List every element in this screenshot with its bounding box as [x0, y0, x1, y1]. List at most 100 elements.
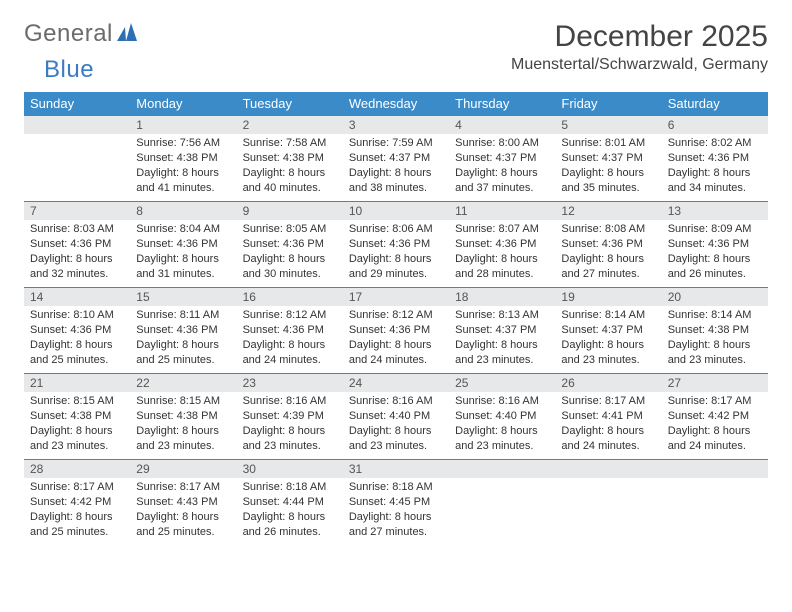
- calendar-row: 14Sunrise: 8:10 AMSunset: 4:36 PMDayligh…: [24, 287, 768, 373]
- day-details: Sunrise: 7:56 AMSunset: 4:38 PMDaylight:…: [130, 134, 236, 199]
- day-number: 23: [237, 373, 343, 392]
- day-details: Sunrise: 7:58 AMSunset: 4:38 PMDaylight:…: [237, 134, 343, 199]
- day-number: 25: [449, 373, 555, 392]
- day-number: 31: [343, 459, 449, 478]
- logo-text-general: General: [24, 20, 113, 48]
- day-number: 7: [24, 201, 130, 220]
- calendar-body: 1Sunrise: 7:56 AMSunset: 4:38 PMDaylight…: [24, 115, 768, 545]
- calendar-cell: 27Sunrise: 8:17 AMSunset: 4:42 PMDayligh…: [662, 373, 768, 459]
- calendar-table: SundayMondayTuesdayWednesdayThursdayFrid…: [24, 92, 768, 545]
- calendar-cell: 26Sunrise: 8:17 AMSunset: 4:41 PMDayligh…: [555, 373, 661, 459]
- day-number: 4: [449, 115, 555, 134]
- day-details: Sunrise: 8:14 AMSunset: 4:37 PMDaylight:…: [555, 306, 661, 371]
- day-details: Sunrise: 8:11 AMSunset: 4:36 PMDaylight:…: [130, 306, 236, 371]
- day-number: 9: [237, 201, 343, 220]
- logo-icon: [117, 20, 139, 48]
- day-number: 8: [130, 201, 236, 220]
- day-number: 22: [130, 373, 236, 392]
- day-number: 14: [24, 287, 130, 306]
- calendar-cell: 22Sunrise: 8:15 AMSunset: 4:38 PMDayligh…: [130, 373, 236, 459]
- day-details: Sunrise: 8:17 AMSunset: 4:41 PMDaylight:…: [555, 392, 661, 457]
- logo: General: [24, 20, 141, 48]
- day-number: 29: [130, 459, 236, 478]
- day-number: 3: [343, 115, 449, 134]
- calendar-row: 1Sunrise: 7:56 AMSunset: 4:38 PMDaylight…: [24, 115, 768, 201]
- calendar-cell: 13Sunrise: 8:09 AMSunset: 4:36 PMDayligh…: [662, 201, 768, 287]
- day-details: Sunrise: 8:12 AMSunset: 4:36 PMDaylight:…: [343, 306, 449, 371]
- calendar-cell: 3Sunrise: 7:59 AMSunset: 4:37 PMDaylight…: [343, 115, 449, 201]
- day-details: Sunrise: 8:05 AMSunset: 4:36 PMDaylight:…: [237, 220, 343, 285]
- location-text: Muenstertal/Schwarzwald, Germany: [511, 56, 768, 74]
- day-details: Sunrise: 8:16 AMSunset: 4:40 PMDaylight:…: [343, 392, 449, 457]
- day-number: 11: [449, 201, 555, 220]
- calendar-row: 21Sunrise: 8:15 AMSunset: 4:38 PMDayligh…: [24, 373, 768, 459]
- day-details: Sunrise: 8:00 AMSunset: 4:37 PMDaylight:…: [449, 134, 555, 199]
- day-details: Sunrise: 8:03 AMSunset: 4:36 PMDaylight:…: [24, 220, 130, 285]
- weekday-header: Sunday: [24, 92, 130, 115]
- day-number-empty: [449, 459, 555, 478]
- day-details: Sunrise: 8:08 AMSunset: 4:36 PMDaylight:…: [555, 220, 661, 285]
- day-number-empty: [555, 459, 661, 478]
- title-block: December 2025 Muenstertal/Schwarzwald, G…: [511, 20, 768, 74]
- day-number: 13: [662, 201, 768, 220]
- calendar-row: 7Sunrise: 8:03 AMSunset: 4:36 PMDaylight…: [24, 201, 768, 287]
- calendar-cell: 28Sunrise: 8:17 AMSunset: 4:42 PMDayligh…: [24, 459, 130, 545]
- day-details: Sunrise: 8:17 AMSunset: 4:42 PMDaylight:…: [662, 392, 768, 457]
- day-number: 6: [662, 115, 768, 134]
- day-number: 26: [555, 373, 661, 392]
- weekday-header: Wednesday: [343, 92, 449, 115]
- day-number: 5: [555, 115, 661, 134]
- day-number: 30: [237, 459, 343, 478]
- day-number-empty: [662, 459, 768, 478]
- weekday-header: Monday: [130, 92, 236, 115]
- calendar-cell: 8Sunrise: 8:04 AMSunset: 4:36 PMDaylight…: [130, 201, 236, 287]
- calendar-cell: 7Sunrise: 8:03 AMSunset: 4:36 PMDaylight…: [24, 201, 130, 287]
- calendar-cell: 30Sunrise: 8:18 AMSunset: 4:44 PMDayligh…: [237, 459, 343, 545]
- logo-text-blue: Blue: [44, 56, 94, 84]
- day-details: Sunrise: 8:02 AMSunset: 4:36 PMDaylight:…: [662, 134, 768, 199]
- calendar-cell: 10Sunrise: 8:06 AMSunset: 4:36 PMDayligh…: [343, 201, 449, 287]
- day-details: Sunrise: 8:04 AMSunset: 4:36 PMDaylight:…: [130, 220, 236, 285]
- calendar-cell: 6Sunrise: 8:02 AMSunset: 4:36 PMDaylight…: [662, 115, 768, 201]
- calendar-cell: 9Sunrise: 8:05 AMSunset: 4:36 PMDaylight…: [237, 201, 343, 287]
- month-title: December 2025: [511, 20, 768, 54]
- day-number: 20: [662, 287, 768, 306]
- day-details: Sunrise: 8:17 AMSunset: 4:43 PMDaylight:…: [130, 478, 236, 543]
- day-details: Sunrise: 8:13 AMSunset: 4:37 PMDaylight:…: [449, 306, 555, 371]
- day-number: 18: [449, 287, 555, 306]
- calendar-cell: [449, 459, 555, 545]
- calendar-cell: 2Sunrise: 7:58 AMSunset: 4:38 PMDaylight…: [237, 115, 343, 201]
- calendar-cell: 15Sunrise: 8:11 AMSunset: 4:36 PMDayligh…: [130, 287, 236, 373]
- calendar-cell: 20Sunrise: 8:14 AMSunset: 4:38 PMDayligh…: [662, 287, 768, 373]
- weekday-header: Friday: [555, 92, 661, 115]
- day-details: Sunrise: 8:01 AMSunset: 4:37 PMDaylight:…: [555, 134, 661, 199]
- calendar-cell: 5Sunrise: 8:01 AMSunset: 4:37 PMDaylight…: [555, 115, 661, 201]
- calendar-cell: 25Sunrise: 8:16 AMSunset: 4:40 PMDayligh…: [449, 373, 555, 459]
- calendar-cell: 31Sunrise: 8:18 AMSunset: 4:45 PMDayligh…: [343, 459, 449, 545]
- day-details: Sunrise: 8:17 AMSunset: 4:42 PMDaylight:…: [24, 478, 130, 543]
- day-number: 21: [24, 373, 130, 392]
- calendar-row: 28Sunrise: 8:17 AMSunset: 4:42 PMDayligh…: [24, 459, 768, 545]
- calendar-cell: 19Sunrise: 8:14 AMSunset: 4:37 PMDayligh…: [555, 287, 661, 373]
- weekday-header: Tuesday: [237, 92, 343, 115]
- calendar-cell: 11Sunrise: 8:07 AMSunset: 4:36 PMDayligh…: [449, 201, 555, 287]
- day-details: Sunrise: 8:14 AMSunset: 4:38 PMDaylight:…: [662, 306, 768, 371]
- calendar-cell: [24, 115, 130, 201]
- calendar-cell: 21Sunrise: 8:15 AMSunset: 4:38 PMDayligh…: [24, 373, 130, 459]
- weekday-header: Thursday: [449, 92, 555, 115]
- calendar-cell: 1Sunrise: 7:56 AMSunset: 4:38 PMDaylight…: [130, 115, 236, 201]
- day-number: 15: [130, 287, 236, 306]
- weekday-header: Saturday: [662, 92, 768, 115]
- calendar-cell: 23Sunrise: 8:16 AMSunset: 4:39 PMDayligh…: [237, 373, 343, 459]
- day-details: Sunrise: 8:16 AMSunset: 4:39 PMDaylight:…: [237, 392, 343, 457]
- day-details: Sunrise: 8:09 AMSunset: 4:36 PMDaylight:…: [662, 220, 768, 285]
- day-number: 24: [343, 373, 449, 392]
- calendar-cell: 12Sunrise: 8:08 AMSunset: 4:36 PMDayligh…: [555, 201, 661, 287]
- day-number: 19: [555, 287, 661, 306]
- day-number: 10: [343, 201, 449, 220]
- day-details: Sunrise: 7:59 AMSunset: 4:37 PMDaylight:…: [343, 134, 449, 199]
- day-details: Sunrise: 8:18 AMSunset: 4:45 PMDaylight:…: [343, 478, 449, 543]
- calendar-cell: [555, 459, 661, 545]
- day-details: Sunrise: 8:15 AMSunset: 4:38 PMDaylight:…: [130, 392, 236, 457]
- day-details: Sunrise: 8:10 AMSunset: 4:36 PMDaylight:…: [24, 306, 130, 371]
